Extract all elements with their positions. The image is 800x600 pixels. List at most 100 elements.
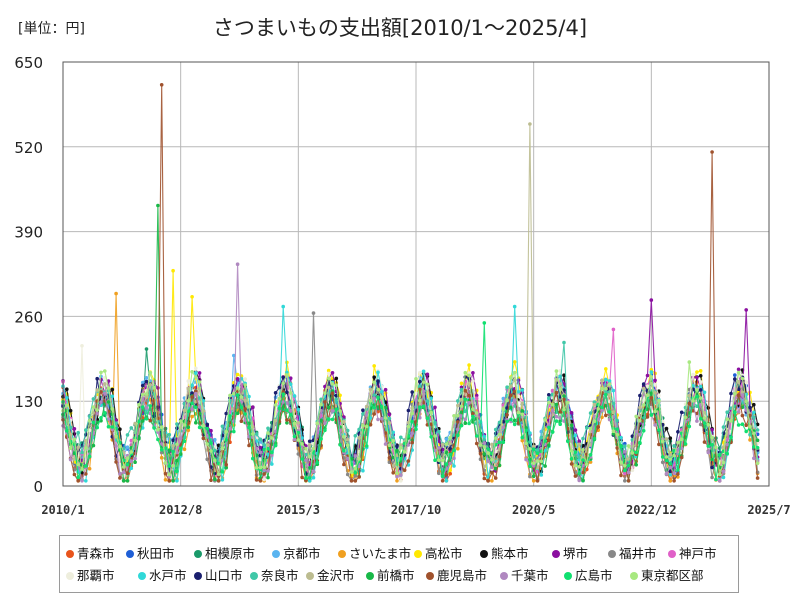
data-point (581, 436, 585, 441)
data-point (440, 442, 445, 447)
data-point (140, 419, 145, 423)
data-point (615, 433, 619, 437)
legend-item: 青森市 (66, 543, 115, 562)
series-line (62, 264, 758, 482)
legend-label: 千葉市 (511, 568, 549, 583)
data-point (569, 457, 574, 461)
data-point (133, 421, 137, 426)
data-point (410, 431, 415, 436)
data-point (228, 414, 232, 418)
data-point (695, 394, 699, 399)
data-point (277, 396, 282, 401)
data-point (505, 413, 509, 417)
data-point (239, 395, 244, 399)
data-point (444, 450, 449, 455)
data-point (292, 394, 297, 398)
data-point (683, 415, 688, 420)
data-point (695, 388, 699, 392)
data-point (144, 410, 149, 415)
data-point (736, 410, 741, 414)
data-point (186, 379, 191, 383)
data-point (744, 399, 748, 404)
data-point (72, 472, 77, 477)
data-point (201, 436, 206, 441)
data-point (194, 375, 198, 379)
data-point (752, 431, 756, 436)
data-point (383, 442, 388, 446)
data-point (270, 453, 274, 458)
series-line (62, 362, 759, 477)
data-point (596, 417, 600, 422)
data-point (509, 393, 513, 398)
legend-marker (272, 550, 280, 558)
legend-label: 前橋市 (377, 568, 415, 583)
data-point (103, 391, 107, 396)
series-line (62, 375, 758, 475)
data-point (68, 457, 73, 462)
y-axis: 0 130 260 390 520 650 (14, 54, 43, 496)
legend-label: 京都市 (283, 546, 321, 561)
series-layer (61, 83, 760, 483)
data-point (467, 393, 471, 398)
data-point (239, 405, 244, 410)
data-point (228, 426, 232, 431)
data-point (167, 464, 172, 468)
data-point (91, 420, 96, 425)
data-point (418, 384, 422, 389)
data-point (558, 410, 562, 414)
data-point (592, 419, 597, 424)
legend-item: 山口市 (194, 565, 243, 584)
data-point (641, 428, 646, 433)
data-point (736, 423, 741, 427)
data-point (304, 446, 308, 451)
data-point (554, 369, 559, 373)
data-point (361, 412, 365, 416)
data-point (395, 471, 399, 475)
data-point (721, 460, 726, 465)
data-point (448, 441, 453, 446)
data-point (748, 424, 752, 429)
data-point (604, 403, 608, 408)
data-point (429, 422, 434, 427)
data-point (702, 421, 707, 425)
data-point (273, 418, 278, 423)
data-point (471, 379, 475, 384)
data-point (197, 380, 202, 384)
data-point (634, 414, 638, 419)
data-point (725, 410, 729, 415)
data-point (326, 405, 331, 410)
data-point (171, 268, 175, 273)
data-point (205, 422, 209, 427)
data-point (679, 437, 684, 442)
data-point (512, 398, 517, 402)
data-point (448, 446, 453, 451)
legend-label: 堺市 (563, 546, 589, 561)
data-point (683, 442, 688, 446)
data-point (140, 380, 145, 385)
data-point (535, 448, 540, 452)
data-point (144, 379, 149, 384)
data-point (319, 437, 323, 441)
data-point (205, 433, 209, 438)
data-point (190, 383, 194, 388)
data-point (577, 465, 581, 469)
data-point (296, 430, 301, 435)
data-point (129, 459, 134, 464)
data-point (95, 411, 99, 416)
data-point (440, 458, 445, 463)
data-point (300, 457, 304, 461)
data-point (630, 451, 635, 455)
data-point (80, 467, 84, 471)
data-point (623, 449, 627, 454)
data-point (159, 83, 164, 87)
data-point (326, 371, 331, 376)
data-point (364, 444, 369, 448)
data-point (649, 396, 654, 400)
data-point (209, 428, 213, 433)
data-point (376, 370, 380, 375)
data-point (133, 438, 137, 443)
data-point (288, 413, 293, 417)
data-point (148, 404, 153, 408)
data-point (657, 393, 661, 398)
data-point (380, 416, 384, 421)
